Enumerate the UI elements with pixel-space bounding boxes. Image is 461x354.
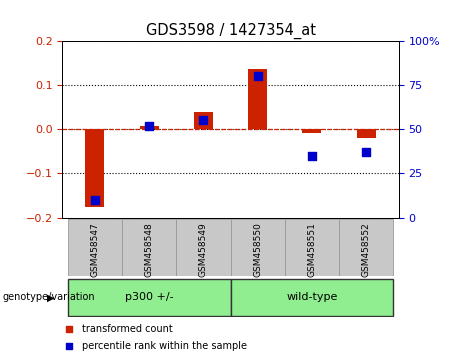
Bar — [248, 69, 267, 129]
Bar — [357, 129, 376, 138]
Bar — [85, 129, 104, 207]
Bar — [339, 219, 393, 276]
Point — [65, 326, 73, 331]
Text: GSM458551: GSM458551 — [307, 222, 316, 277]
Text: transformed count: transformed count — [83, 324, 173, 333]
Point — [145, 123, 153, 129]
Bar — [140, 126, 159, 129]
Text: wild-type: wild-type — [286, 292, 337, 302]
Bar — [194, 112, 213, 129]
Text: GSM458550: GSM458550 — [253, 222, 262, 277]
Bar — [230, 219, 285, 276]
Text: ▶: ▶ — [47, 292, 54, 302]
Text: percentile rank within the sample: percentile rank within the sample — [83, 341, 248, 351]
Text: GSM458547: GSM458547 — [90, 222, 99, 277]
Bar — [68, 279, 230, 316]
Point — [254, 73, 261, 79]
Point — [91, 197, 99, 203]
Point — [200, 118, 207, 123]
Point — [308, 153, 316, 159]
Text: GSM458552: GSM458552 — [362, 222, 371, 277]
Title: GDS3598 / 1427354_at: GDS3598 / 1427354_at — [146, 23, 315, 39]
Point — [362, 149, 370, 155]
Bar — [302, 129, 321, 133]
Text: p300 +/-: p300 +/- — [125, 292, 173, 302]
Text: genotype/variation: genotype/variation — [2, 292, 95, 302]
Bar — [122, 219, 176, 276]
Text: GSM458548: GSM458548 — [145, 222, 154, 277]
Bar — [68, 219, 122, 276]
Bar — [176, 219, 230, 276]
Bar — [230, 279, 393, 316]
Point — [65, 343, 73, 349]
Bar — [285, 219, 339, 276]
Text: GSM458549: GSM458549 — [199, 222, 208, 277]
